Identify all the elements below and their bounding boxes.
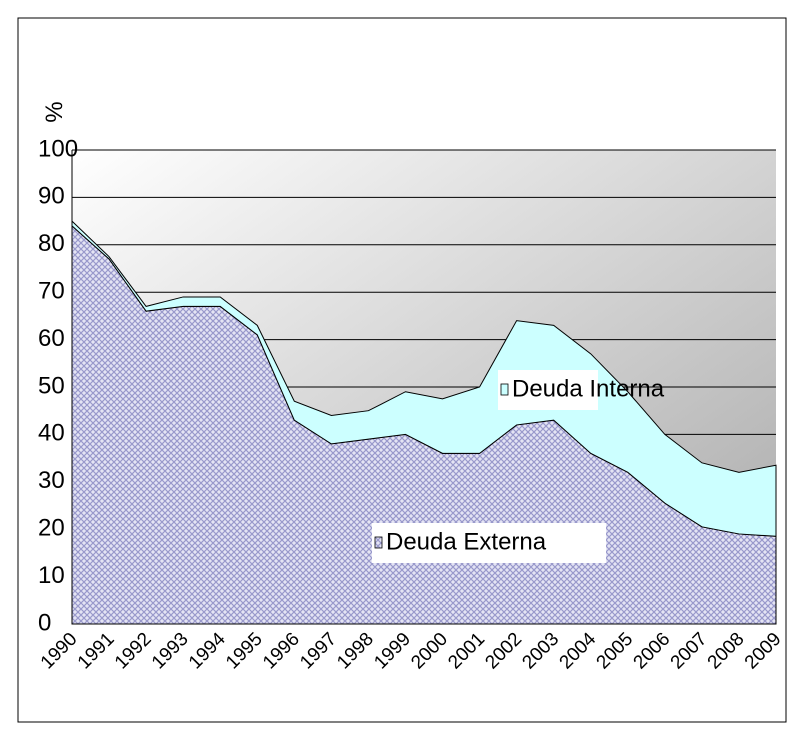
y-tick-label: 70: [38, 278, 65, 305]
y-tick-label: 60: [38, 325, 65, 352]
y-tick-label: 0: [38, 609, 51, 636]
y-tick-label: 100: [38, 135, 78, 162]
y-tick-label: 50: [38, 372, 65, 399]
y-tick-label: 80: [38, 230, 65, 257]
legend-label: Deuda Externa: [386, 528, 547, 555]
area: [71, 219, 777, 537]
legend-label: Deuda Interna: [512, 375, 665, 402]
y-axis-label: %: [40, 101, 67, 122]
legend-swatch: [500, 383, 509, 396]
legend-swatch: [374, 536, 383, 549]
legend-box: [372, 523, 606, 563]
y-tick-label: 10: [38, 562, 65, 589]
y-tick-label: 30: [38, 467, 65, 494]
y-tick-label: 90: [38, 183, 65, 210]
y-tick-label: 20: [38, 515, 65, 542]
legend-box: [498, 370, 598, 410]
y-tick-label: 40: [38, 420, 65, 447]
